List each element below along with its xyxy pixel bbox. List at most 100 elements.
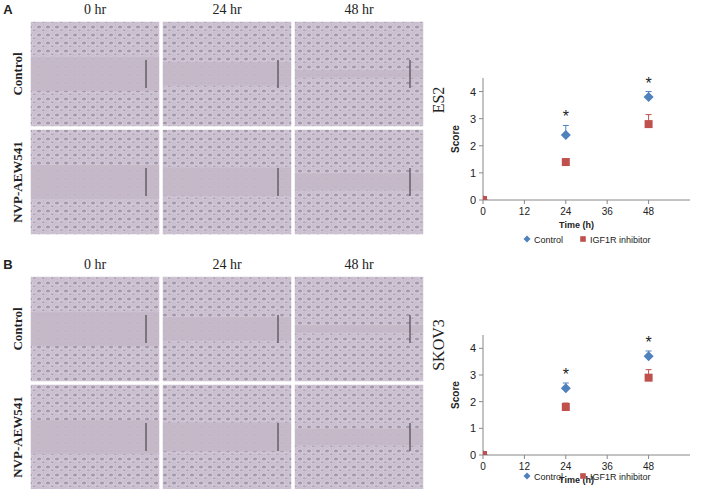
x-axis: [483, 200, 690, 201]
x-tick-label: 48: [643, 206, 655, 217]
chart-title: ES2: [430, 87, 447, 114]
legend-marker: [524, 473, 531, 480]
legend: ControlIGF1R inhibitor: [524, 235, 651, 245]
image-cells: [30, 21, 160, 127]
micrograph: [30, 129, 160, 235]
annotation: *: [645, 75, 651, 92]
micrograph: [162, 129, 292, 235]
scale-bar: [410, 60, 411, 88]
y-tick-label: 1: [470, 167, 476, 179]
point: [561, 383, 571, 393]
y-tick: [479, 455, 483, 456]
x-axis-title: Time (h): [559, 475, 594, 485]
image-frame: [162, 384, 292, 489]
scale-bar: [146, 315, 147, 343]
point: [645, 374, 653, 382]
chart-title: SKOV3: [430, 319, 447, 371]
wound-gap: [294, 70, 424, 77]
image-frame: [162, 129, 292, 235]
y-tick-label: 3: [470, 369, 476, 381]
point: [483, 196, 487, 200]
y-axis: [483, 78, 484, 200]
x-tick-label: 12: [519, 206, 531, 217]
x-tick: [524, 455, 525, 459]
scale-bar: [278, 60, 279, 88]
x-tick-label: 24: [560, 461, 572, 472]
point: [562, 158, 570, 166]
annotation: *: [563, 366, 569, 383]
micrograph: [294, 384, 424, 489]
x-tick: [648, 455, 649, 459]
image-cells: [30, 129, 160, 235]
y-tick: [479, 348, 483, 349]
micrograph: [294, 129, 424, 235]
scale-bar: [410, 315, 411, 343]
point: [644, 92, 654, 102]
y-tick: [479, 172, 483, 173]
x-tick: [524, 200, 525, 204]
image-cells: [162, 384, 292, 489]
panel-label: B: [3, 257, 12, 272]
wound-gap: [162, 317, 292, 340]
micrograph: [30, 21, 160, 127]
legend-label: IGF1R inhibitor: [590, 235, 651, 245]
scale-bar: [410, 168, 411, 196]
point: [562, 403, 570, 411]
scale-bar: [410, 423, 411, 451]
row-label: Control: [10, 307, 25, 350]
image-frame: [294, 276, 424, 382]
legend-marker: [580, 236, 586, 242]
error-cap: [646, 114, 652, 115]
x-tick: [607, 200, 608, 204]
image-cells: [30, 384, 160, 489]
y-tick-label: 4: [470, 86, 476, 98]
y-tick: [479, 145, 483, 146]
marks: [483, 351, 654, 455]
scale-bar: [146, 60, 147, 88]
scale-bar: [146, 423, 147, 451]
y-tick-label: 0: [470, 449, 476, 461]
image-frame: [30, 21, 160, 127]
wound-gap: [294, 429, 424, 446]
micrograph: [294, 276, 424, 382]
x-tick-label: 48: [643, 461, 655, 472]
micrograph: [30, 276, 160, 382]
wound-gap: [30, 165, 160, 199]
wound-gap: [162, 62, 292, 85]
image-frame: [30, 129, 160, 235]
image-cells: [30, 276, 160, 382]
y-tick-label: 2: [470, 396, 476, 408]
x-tick-label: 12: [519, 461, 531, 472]
annotation: *: [645, 334, 651, 351]
scale-bar: [278, 423, 279, 451]
x-tick: [565, 200, 566, 204]
point: [483, 195, 488, 200]
x-tick-label: 36: [602, 461, 614, 472]
point: [644, 351, 654, 361]
image-frame: [162, 276, 292, 382]
wound-gap: [294, 174, 424, 191]
y-tick: [479, 91, 483, 92]
x-tick: [565, 455, 566, 459]
y-axis-title: Score: [450, 125, 461, 153]
micrograph: [162, 276, 292, 382]
legend-label: IGF1R inhibitor: [590, 472, 651, 482]
x-tick-label: 24: [560, 206, 572, 217]
image-cells: [294, 384, 424, 489]
x-tick: [483, 200, 484, 204]
image-cells: [294, 129, 424, 235]
chart: SKOV301234012243648ScoreTime (h)**Contro…: [430, 319, 690, 485]
y-tick-label: 3: [470, 113, 476, 125]
wound-gap: [162, 168, 292, 197]
micrograph: [30, 384, 160, 489]
column-header: 24 hr: [212, 257, 242, 272]
row-label: NVP-AEW541: [10, 141, 25, 223]
point: [561, 130, 571, 140]
x-tick-label: 0: [480, 206, 486, 217]
legend-label: Control: [534, 472, 563, 482]
y-tick: [479, 118, 483, 119]
column-header: 48 hr: [344, 257, 374, 272]
point: [645, 120, 653, 128]
figure: A0 hr24 hr48 hrControlNVP-AEW541B0 hr24 …: [0, 0, 708, 489]
column-header: 0 hr: [84, 2, 107, 17]
